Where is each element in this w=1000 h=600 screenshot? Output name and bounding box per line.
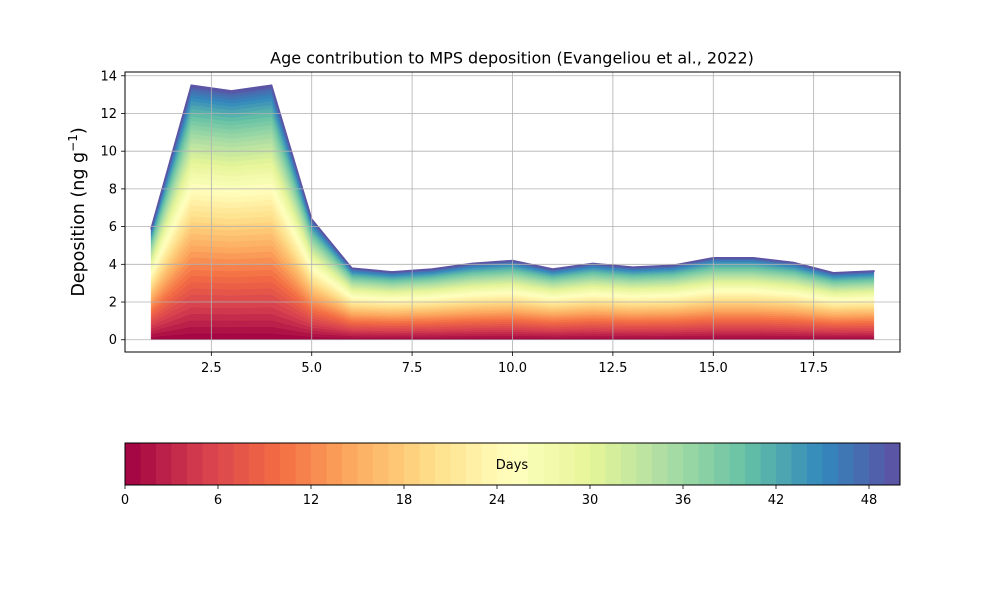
colorbar-tick-label: 36 [675, 493, 692, 508]
colorbar-ticks: 0 6 12 18 24 30 36 42 48 [121, 485, 877, 508]
y-tick-label: 14 [100, 69, 117, 84]
colorbar-cell [295, 443, 312, 485]
colorbar-cell [528, 443, 544, 485]
colorbar-cell [590, 443, 606, 485]
colorbar-tick-label: 42 [768, 493, 785, 508]
colorbar-cell [419, 443, 436, 485]
colorbar-cell [218, 443, 234, 485]
x-tick-label: 7.5 [402, 361, 423, 376]
y-axis: 0 2 4 6 8 10 12 14 [100, 69, 125, 348]
plot-area: 2.5 5.0 7.5 10.0 12.5 15.0 17.5 0 2 4 6 8 10 12 14 [100, 69, 901, 376]
colorbar-tick-label: 12 [303, 493, 320, 508]
colorbar-cell [125, 443, 141, 485]
colorbar-cell [838, 443, 854, 485]
colorbar-cell [652, 443, 668, 485]
colorbar-tick-label: 18 [396, 493, 413, 508]
colorbar-gradient [125, 443, 901, 485]
colorbar-cell [760, 443, 777, 485]
colorbar-cell [311, 443, 327, 485]
colorbar-cell [450, 443, 467, 485]
colorbar-cell [187, 443, 203, 485]
colorbar-cell [388, 443, 405, 485]
y-tick-label: 6 [109, 220, 117, 235]
x-tick-label: 2.5 [201, 361, 222, 376]
colorbar-cell [776, 443, 792, 485]
colorbar-cell [853, 443, 870, 485]
colorbar-cell [249, 443, 265, 485]
colorbar-cell [605, 443, 622, 485]
colorbar-cell [497, 443, 513, 485]
colorbar-cell [171, 443, 188, 485]
colorbar-cell [621, 443, 637, 485]
y-axis-label-exponent: −1 [66, 134, 80, 152]
colorbar-cell [202, 443, 219, 485]
x-tick-label: 17.5 [799, 361, 828, 376]
colorbar-cell [714, 443, 730, 485]
colorbar-cell [435, 443, 451, 485]
colorbar-cell [559, 443, 575, 485]
y-tick-label: 0 [109, 333, 117, 348]
y-tick-label: 4 [109, 258, 117, 273]
chart-title: Age contribution to MPS deposition (Evan… [270, 49, 754, 68]
grid-lines [125, 72, 900, 352]
area-layer [150, 84, 875, 274]
colorbar-label: Days [496, 458, 529, 473]
y-tick-label: 10 [100, 145, 117, 160]
colorbar-cell [683, 443, 699, 485]
colorbar-frame [124, 442, 901, 486]
colorbar-cell [357, 443, 374, 485]
colorbar-cell [574, 443, 591, 485]
colorbar-cell [822, 443, 839, 485]
colorbar-cell [791, 443, 808, 485]
colorbar-cell [745, 443, 761, 485]
colorbar-cell [481, 443, 498, 485]
colorbar-cell [280, 443, 296, 485]
colorbar-cell [373, 443, 389, 485]
colorbar: Days 0 6 12 18 24 30 36 42 48 [121, 442, 901, 508]
stacked-area-layers [150, 84, 875, 340]
colorbar-cell [233, 443, 250, 485]
colorbar-cell [729, 443, 746, 485]
colorbar-cell [466, 443, 482, 485]
x-tick-label: 5.0 [301, 361, 322, 376]
colorbar-tick-label: 30 [582, 493, 599, 508]
colorbar-cell [667, 443, 684, 485]
colorbar-cell [636, 443, 653, 485]
colorbar-cell [326, 443, 343, 485]
colorbar-cell [807, 443, 823, 485]
x-axis: 2.5 5.0 7.5 10.0 12.5 15.0 17.5 [201, 352, 828, 376]
colorbar-cell [512, 443, 529, 485]
colorbar-cell [342, 443, 358, 485]
colorbar-tick-label: 6 [214, 493, 222, 508]
x-tick-label: 15.0 [699, 361, 728, 376]
colorbar-cell [543, 443, 560, 485]
colorbar-cell [140, 443, 157, 485]
y-tick-label: 8 [109, 182, 117, 197]
colorbar-tick-label: 0 [121, 493, 129, 508]
colorbar-cell [264, 443, 281, 485]
colorbar-cell [156, 443, 172, 485]
colorbar-tick-label: 48 [861, 493, 878, 508]
colorbar-tick-label: 24 [489, 493, 506, 508]
y-tick-label: 2 [109, 296, 117, 311]
x-tick-label: 10.0 [498, 361, 527, 376]
colorbar-cell [884, 443, 901, 485]
colorbar-cell [404, 443, 420, 485]
y-tick-label: 12 [100, 107, 117, 122]
colorbar-cell [869, 443, 885, 485]
colorbar-cell [698, 443, 715, 485]
y-axis-label: Deposition (ng g−1) [66, 127, 89, 296]
x-tick-label: 12.5 [598, 361, 627, 376]
